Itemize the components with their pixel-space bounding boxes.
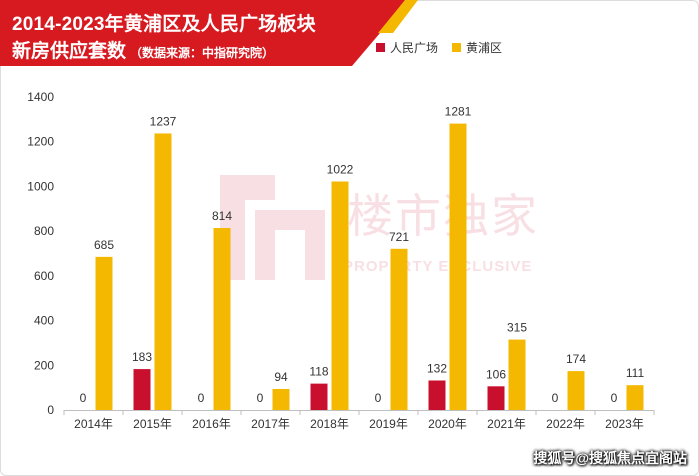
x-tick-label: 2014年 <box>74 417 113 431</box>
data-label: 94 <box>274 370 288 384</box>
y-tick-label: 200 <box>34 358 54 372</box>
data-label: 0 <box>375 391 382 405</box>
bar-series-a <box>428 380 446 410</box>
y-axis: 0 200 400 600 800 1000 1200 1400 <box>27 90 54 417</box>
data-label: 106 <box>486 367 506 381</box>
data-label: 1022 <box>327 163 354 177</box>
legend: 人民广场 黄浦区 <box>376 39 502 56</box>
data-label: 132 <box>427 361 447 375</box>
legend-item-series-a: 人民广场 <box>376 39 438 56</box>
x-tick-label: 2017年 <box>251 417 290 431</box>
bar-series-a <box>310 383 328 410</box>
bar-series-b <box>508 339 526 410</box>
bar-series-a <box>133 369 151 410</box>
bar-series-b <box>449 123 467 410</box>
chart-subtitle-main: 新房供应套数 <box>12 41 127 62</box>
data-source-note: （数据来源：中指研究院） <box>130 46 275 60</box>
bar-series-b <box>272 388 290 410</box>
y-tick-label: 600 <box>34 269 54 283</box>
data-label: 814 <box>212 209 232 223</box>
chart-subtitle: 新房供应套数 （数据来源：中指研究院） <box>12 36 274 63</box>
data-label: 0 <box>198 391 205 405</box>
data-label: 1237 <box>150 114 177 128</box>
x-axis: 2014年 2015年 2016年 2017年 2018年 2019年 2020年 2021年… <box>63 410 655 431</box>
x-tick-label: 2019年 <box>369 417 408 431</box>
bar-series-a <box>487 386 505 410</box>
x-tick-label: 2020年 <box>428 417 467 431</box>
x-tick-label: 2023年 <box>605 417 644 431</box>
legend-label-series-a: 人民广场 <box>390 41 439 55</box>
bar-series-b <box>154 133 172 410</box>
footer-credit: 搜狐号@搜狐焦点宜阁站 <box>533 450 687 466</box>
data-label: 174 <box>566 352 586 366</box>
data-label: 0 <box>611 391 618 405</box>
bar-series-b <box>567 371 585 410</box>
x-tick-label: 2016年 <box>192 417 231 431</box>
data-label: 118 <box>309 365 328 379</box>
legend-swatch-series-a <box>376 43 385 52</box>
y-tick-label: 1000 <box>27 179 54 193</box>
legend-label-series-b: 黄浦区 <box>466 41 503 55</box>
bar-series-b <box>95 256 113 410</box>
data-label: 111 <box>626 366 645 380</box>
bar-series-b <box>331 181 349 410</box>
x-tick-label: 2015年 <box>133 417 172 431</box>
x-tick-label: 2018年 <box>310 417 349 431</box>
data-label: 1281 <box>445 105 472 119</box>
data-label: 183 <box>132 350 152 364</box>
bar-series-b <box>390 248 408 410</box>
y-tick-label: 1400 <box>27 90 54 104</box>
bar-series-b <box>626 385 644 410</box>
x-tick-label: 2022年 <box>546 417 585 431</box>
legend-swatch-series-b <box>452 43 462 52</box>
chart-title: 2014-2023年黄浦区及人民广场板块 <box>12 14 316 35</box>
y-tick-label: 400 <box>34 314 54 328</box>
data-label: 721 <box>389 230 409 244</box>
y-tick-label: 800 <box>34 224 54 238</box>
y-tick-label: 0 <box>47 403 54 417</box>
title-banner: 2014-2023年黄浦区及人民广场板块 新房供应套数 （数据来源：中指研究院） <box>0 0 418 66</box>
data-label: 0 <box>80 391 87 405</box>
legend-item-series-b: 黄浦区 <box>452 39 502 56</box>
data-label: 0 <box>257 391 264 405</box>
data-label: 0 <box>552 391 559 405</box>
title-banner-shape <box>0 0 418 66</box>
data-label: 685 <box>94 238 114 252</box>
data-label: 315 <box>507 321 527 335</box>
bars: 0 685 183 1237 0 814 0 94 118 1022 0 721 132 1281 106 3… <box>80 105 645 410</box>
bar-series-b <box>213 228 231 410</box>
y-tick-label: 1200 <box>27 135 54 149</box>
x-tick-label: 2021年 <box>487 417 526 431</box>
